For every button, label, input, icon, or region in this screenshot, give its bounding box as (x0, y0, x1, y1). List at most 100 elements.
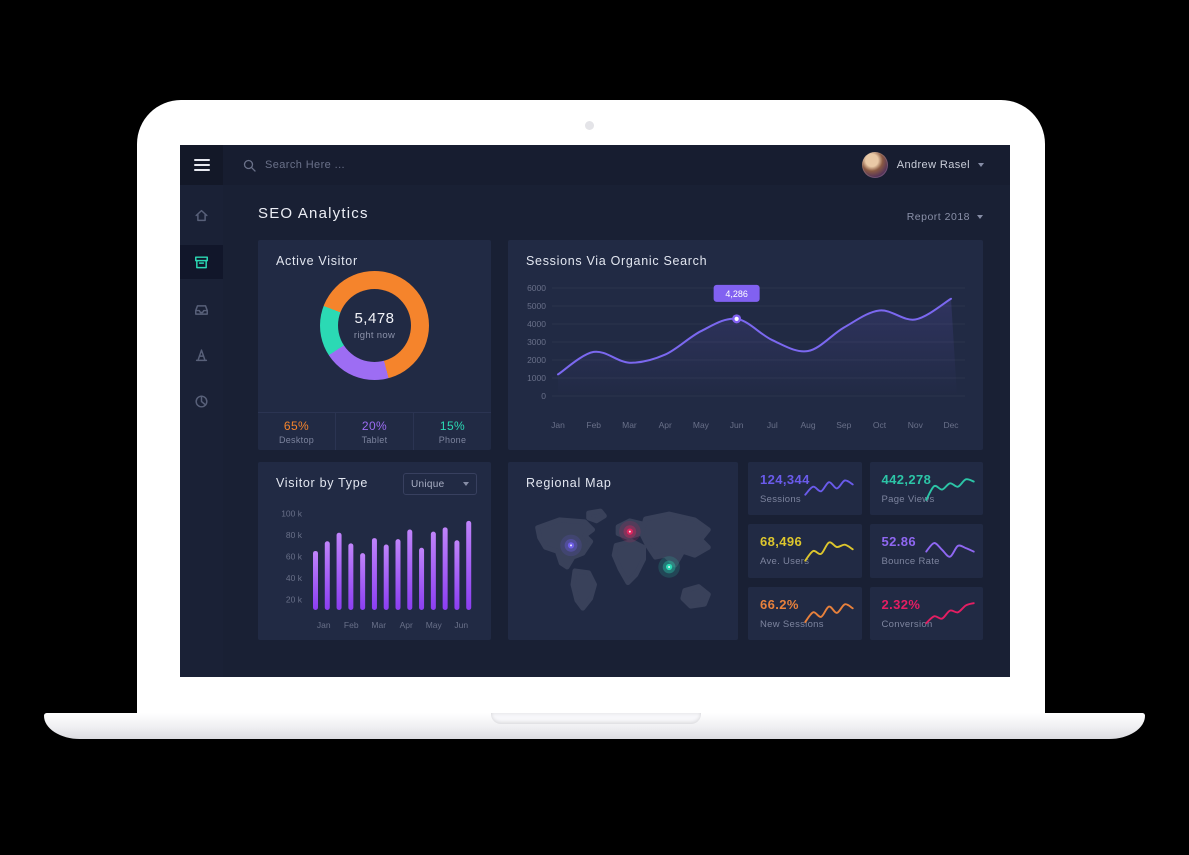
sparkline (803, 602, 854, 623)
donut-chart: 5,478 right now (320, 271, 429, 380)
legend-tablet: 20% Tablet (335, 413, 413, 450)
stat-card-sessions: 124,344 Sessions (748, 462, 862, 516)
page-title: SEO Analytics (258, 205, 369, 222)
chevron-down-icon (978, 163, 984, 167)
svg-text:60 k: 60 k (286, 551, 303, 561)
sparkline (925, 478, 975, 501)
avatar (861, 152, 888, 178)
donut-center: 5,478 right now (338, 289, 411, 362)
svg-text:Feb: Feb (344, 620, 359, 630)
regional-map-title: Regional Map (526, 476, 612, 490)
stat-card-page-views: 442,278 Page Views (869, 462, 983, 516)
sparkline (803, 541, 854, 562)
hamburger-icon (193, 156, 210, 174)
regional-map-card: Regional Map (508, 462, 738, 640)
stat-card-new-sessions: 66.2% New Sessions (748, 586, 862, 640)
laptop-base (44, 713, 1145, 739)
dashboard-screen: Andrew Rasel (180, 145, 1010, 677)
svg-text:20 k: 20 k (286, 594, 303, 604)
visitor-type-dropdown-label: Unique (411, 478, 445, 490)
svg-text:4000: 4000 (527, 319, 546, 329)
svg-text:4,286: 4,286 (725, 289, 748, 299)
svg-text:Apr: Apr (659, 420, 672, 430)
report-dropdown-label: Report 2018 (906, 211, 970, 223)
chevron-down-icon (977, 215, 983, 219)
stats-grid: 124,344 Sessions 442,278 Page Views 68,4… (748, 462, 983, 640)
report-year-dropdown[interactable]: Report 2018 (907, 211, 983, 223)
sidebar (180, 185, 223, 677)
pie-chart-icon (195, 394, 208, 408)
sparkline (803, 479, 854, 496)
archive-box-icon (195, 255, 208, 268)
svg-text:Aug: Aug (801, 420, 816, 430)
map-location-dots (560, 520, 680, 578)
sessions-line-chart[interactable]: 0 1000 2000 3000 4000 5000 6000 Jan Feb Mar Apr May… (520, 278, 971, 442)
visitor-by-type-card: Visitor by Type Unique 100 k 80 k 60 k 40 k… (258, 462, 491, 640)
main-content: SEO Analytics Report 2018 Active Visitor… (223, 185, 1010, 677)
svg-text:1000: 1000 (527, 373, 546, 383)
svg-text:Jun: Jun (454, 620, 468, 630)
laptop-bezel: Andrew Rasel (137, 100, 1045, 713)
svg-text:2000: 2000 (527, 355, 546, 365)
sessions-card: Sessions Via Organic Search 0 1000 2000 300… (508, 240, 983, 450)
sidebar-item-inbox[interactable] (180, 293, 223, 325)
sparkline (925, 601, 975, 624)
visitor-type-dropdown[interactable]: Unique (403, 473, 477, 495)
svg-text:100 k: 100 k (281, 508, 303, 518)
sparkline (925, 542, 975, 558)
search-input[interactable] (265, 159, 485, 171)
sidebar-item-dashboard[interactable] (180, 245, 223, 279)
visitor-by-type-title: Visitor by Type (276, 476, 369, 490)
map-continents (535, 508, 711, 611)
svg-text:Feb: Feb (586, 420, 601, 430)
topbar: Andrew Rasel (180, 145, 1010, 185)
svg-text:Jul: Jul (767, 420, 778, 430)
active-visitor-card: Active Visitor 5,478 right now 65% Deskt… (258, 240, 491, 450)
svg-text:Jun: Jun (730, 420, 744, 430)
svg-text:5000: 5000 (527, 301, 546, 311)
home-icon (195, 209, 208, 221)
hamburger-menu-button[interactable] (180, 145, 223, 185)
svg-text:Nov: Nov (908, 420, 924, 430)
stat-card-ave-users: 68,496 Ave. Users (748, 524, 862, 578)
cone-icon (195, 348, 208, 361)
world-map (535, 508, 711, 611)
svg-text:May: May (693, 420, 710, 430)
svg-text:Mar: Mar (622, 420, 637, 430)
visitor-bar-chart: 100 k 80 k 60 k 40 k 20 k Jan Feb Mar Apr May Jun (281, 508, 472, 630)
tray-icon (195, 304, 208, 315)
laptop-base-notch (491, 713, 701, 724)
svg-text:6000: 6000 (527, 283, 546, 293)
donut-center-value: 5,478 (354, 310, 395, 327)
svg-text:Jan: Jan (551, 420, 565, 430)
search-bar (243, 159, 862, 172)
svg-text:0: 0 (541, 391, 546, 401)
svg-text:40 k: 40 k (286, 573, 303, 583)
svg-text:May: May (426, 620, 443, 630)
webcam-dot (585, 121, 594, 130)
user-name: Andrew Rasel (896, 159, 970, 171)
svg-text:Sep: Sep (836, 420, 851, 430)
sidebar-item-traffic[interactable] (180, 339, 223, 371)
svg-text:Apr: Apr (400, 620, 413, 630)
sidebar-item-reports[interactable] (180, 385, 223, 417)
svg-text:3000: 3000 (527, 337, 546, 347)
stat-card-bounce-rate: 52.86 Bounce Rate (869, 524, 983, 578)
search-icon (243, 159, 256, 172)
stat-card-conversion: 2.32% Conversion (869, 586, 983, 640)
svg-text:Mar: Mar (371, 620, 386, 630)
svg-text:80 k: 80 k (286, 530, 303, 540)
sessions-title: Sessions Via Organic Search (526, 254, 708, 268)
user-menu[interactable]: Andrew Rasel (861, 152, 984, 178)
donut-legend: 65% Desktop 20% Tablet 15% Phone (258, 412, 491, 450)
chevron-down-icon (463, 482, 469, 486)
active-visitor-title: Active Visitor (276, 254, 358, 268)
legend-phone: 15% Phone (413, 413, 491, 450)
legend-desktop: 65% Desktop (278, 418, 315, 445)
svg-text:Oct: Oct (873, 420, 887, 430)
svg-text:Jan: Jan (317, 620, 331, 630)
svg-text:Dec: Dec (943, 420, 959, 430)
donut-center-label: right now (353, 330, 396, 341)
sidebar-item-home[interactable] (180, 199, 223, 231)
